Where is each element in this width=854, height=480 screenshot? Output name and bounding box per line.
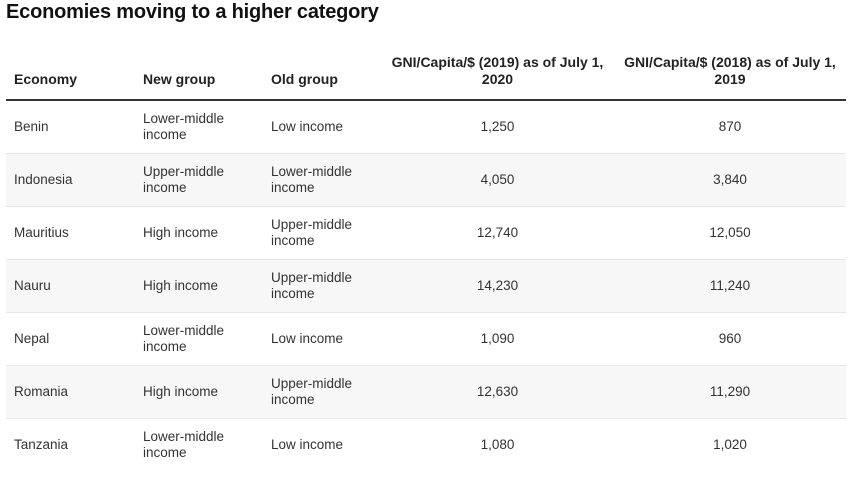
cell-new-group: Upper-middle income <box>143 163 225 195</box>
header-new-group[interactable]: New group <box>135 48 263 101</box>
page-title: Economies moving to a higher category <box>6 1 379 23</box>
cell-old-group: Low income <box>271 436 344 452</box>
cell-old-group: Lower-middle income <box>271 163 353 195</box>
header-gni-2018[interactable]: GNI/Capita/$ (2018) as of July 1, 2019 <box>614 48 846 101</box>
cell-old-group: Upper-middle income <box>271 216 353 248</box>
cell-gni-2018: 11,240 <box>709 277 751 293</box>
cell-economy: Indonesia <box>14 171 73 187</box>
cell-new-group: High income <box>143 383 219 399</box>
cell-economy: Tanzania <box>14 436 69 452</box>
cell-old-group: Upper-middle income <box>271 375 353 407</box>
cell-economy: Nauru <box>14 277 51 293</box>
cell-gni-2019: 4,050 <box>480 171 515 187</box>
cell-old-group: Low income <box>271 118 344 134</box>
table-row: Nepal Lower-middle income Low income 1,0… <box>6 312 846 365</box>
cell-new-group: Lower-middle income <box>143 428 225 460</box>
cell-gni-2019: 1,090 <box>480 330 515 346</box>
cell-new-group: High income <box>143 277 219 293</box>
header-row: Economy New group Old group GNI/Capita/$… <box>6 48 846 101</box>
table-body: Benin Lower-middle income Low income 1,2… <box>6 100 846 471</box>
table-header: Economy New group Old group GNI/Capita/$… <box>6 48 846 101</box>
cell-old-group: Upper-middle income <box>271 269 353 301</box>
cell-old-group: Low income <box>271 330 344 346</box>
cell-new-group: Lower-middle income <box>143 322 225 354</box>
table-row: Nauru High income Upper-middle income 14… <box>6 259 846 312</box>
cell-gni-2019: 12,630 <box>476 383 519 399</box>
cell-new-group: Lower-middle income <box>143 110 225 142</box>
cell-economy: Romania <box>14 383 69 399</box>
header-old-group[interactable]: Old group <box>263 48 381 101</box>
cell-economy: Mauritius <box>14 224 69 240</box>
table-row: Tanzania Lower-middle income Low income … <box>6 418 846 471</box>
table-row: Romania High income Upper-middle income … <box>6 365 846 418</box>
cell-gni-2019: 1,250 <box>480 118 515 134</box>
cell-economy: Nepal <box>14 330 50 346</box>
cell-gni-2018: 1,020 <box>713 436 747 452</box>
cell-gni-2018: 3,840 <box>713 171 747 187</box>
table-row: Mauritius High income Upper-middle incom… <box>6 206 846 259</box>
economies-table: Economy New group Old group GNI/Capita/$… <box>6 48 846 471</box>
cell-gni-2018: 11,290 <box>709 383 751 399</box>
cell-gni-2019: 12,740 <box>476 224 519 240</box>
header-economy[interactable]: Economy <box>6 48 135 101</box>
cell-gni-2019: 14,230 <box>476 277 519 293</box>
header-gni-2019[interactable]: GNI/Capita/$ (2019) as of July 1, 2020 <box>381 48 614 101</box>
cell-new-group: High income <box>143 224 219 240</box>
cell-gni-2019: 1,080 <box>480 436 515 452</box>
table-row: Benin Lower-middle income Low income 1,2… <box>6 100 846 153</box>
cell-gni-2018: 12,050 <box>709 224 751 240</box>
cell-economy: Benin <box>14 118 49 134</box>
cell-gni-2018: 870 <box>718 118 742 134</box>
table-row: Indonesia Upper-middle income Lower-midd… <box>6 153 846 206</box>
cell-gni-2018: 960 <box>718 330 742 346</box>
